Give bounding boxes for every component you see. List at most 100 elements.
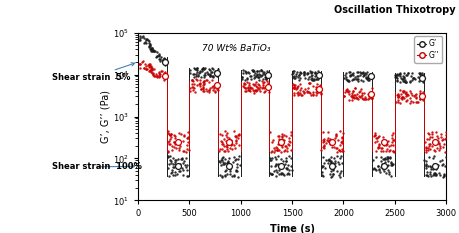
Point xyxy=(338,131,346,134)
Point xyxy=(153,75,160,78)
Point xyxy=(360,91,367,95)
Point xyxy=(216,132,223,136)
Point xyxy=(348,95,356,99)
Point xyxy=(179,139,186,143)
Point xyxy=(311,72,318,75)
Point xyxy=(294,78,302,82)
Point xyxy=(246,89,253,93)
Point xyxy=(232,168,239,171)
Point xyxy=(417,92,424,96)
Point xyxy=(317,173,325,177)
Point xyxy=(163,154,171,158)
Point xyxy=(250,89,257,93)
Point xyxy=(222,168,230,172)
Point xyxy=(172,146,179,150)
Point xyxy=(296,71,303,75)
Point xyxy=(363,78,370,82)
Point xyxy=(196,84,203,88)
Point xyxy=(407,91,414,95)
Point xyxy=(392,100,399,104)
Point xyxy=(157,55,164,58)
Point xyxy=(150,72,157,75)
Point xyxy=(148,46,156,50)
Point xyxy=(375,167,382,171)
Point xyxy=(160,57,168,60)
Point xyxy=(425,137,432,141)
Point xyxy=(431,167,439,171)
Point xyxy=(213,89,221,92)
Point xyxy=(262,75,269,79)
Point xyxy=(397,95,405,99)
Point xyxy=(238,77,246,81)
Point xyxy=(289,75,296,79)
Point xyxy=(190,75,197,79)
Point xyxy=(270,150,277,154)
Point xyxy=(268,172,275,176)
Point xyxy=(230,144,237,147)
Point xyxy=(391,73,398,77)
Point xyxy=(308,70,315,74)
Point xyxy=(383,159,390,163)
Point xyxy=(280,139,287,142)
Point xyxy=(190,72,197,76)
Point xyxy=(284,171,291,175)
Point xyxy=(246,86,253,89)
Point xyxy=(420,158,427,161)
Point xyxy=(373,146,381,150)
Point xyxy=(335,173,342,177)
Point xyxy=(220,162,227,165)
Point xyxy=(248,86,255,90)
Point xyxy=(291,87,298,91)
Point xyxy=(281,148,288,151)
Point xyxy=(435,141,442,145)
Point xyxy=(145,44,152,48)
Point xyxy=(313,77,320,80)
Point xyxy=(367,72,374,76)
Point xyxy=(376,155,383,159)
Point xyxy=(235,132,242,136)
Point xyxy=(398,89,406,93)
Point xyxy=(433,139,441,143)
Point xyxy=(153,50,160,54)
Point xyxy=(377,147,385,150)
Point xyxy=(243,77,250,81)
Point xyxy=(208,70,216,74)
Point xyxy=(266,158,273,162)
Point xyxy=(272,174,279,178)
Point xyxy=(331,132,339,136)
Point xyxy=(305,81,313,85)
Point xyxy=(333,160,341,164)
Point xyxy=(258,80,265,83)
Point xyxy=(172,158,179,162)
Point xyxy=(358,96,365,100)
Point xyxy=(394,95,401,99)
Point xyxy=(290,69,297,72)
Point xyxy=(220,149,228,153)
Point xyxy=(234,136,241,139)
Point xyxy=(223,145,230,149)
Point xyxy=(186,71,194,75)
Point xyxy=(398,95,405,98)
Point xyxy=(166,133,174,137)
Point xyxy=(273,148,280,151)
Point xyxy=(356,95,364,99)
Point xyxy=(207,85,215,89)
Point xyxy=(179,159,187,163)
Point xyxy=(153,74,161,78)
Point xyxy=(291,74,299,78)
Point xyxy=(377,146,384,150)
Point xyxy=(182,150,190,154)
Point xyxy=(233,165,241,169)
Point xyxy=(184,137,191,140)
Point xyxy=(264,85,271,89)
Point xyxy=(144,38,151,42)
Point xyxy=(235,144,242,147)
Point xyxy=(367,96,375,100)
Point xyxy=(285,154,292,158)
Point xyxy=(254,86,261,89)
Point xyxy=(146,44,153,48)
Point xyxy=(228,142,235,145)
Point xyxy=(171,170,179,174)
Point xyxy=(357,87,364,91)
Point xyxy=(366,75,374,78)
